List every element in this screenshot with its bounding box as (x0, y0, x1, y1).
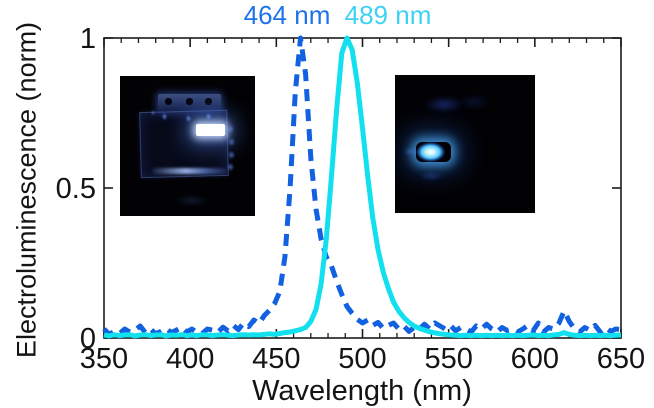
contact-hole (165, 98, 173, 106)
glowing-pin (149, 109, 156, 116)
series-489nm (103, 35, 622, 339)
faint-reflection (174, 196, 210, 205)
y-axis-label: Electroluminescence (norm) (11, 21, 42, 359)
device-contact-header (157, 94, 222, 113)
emitting-pixel-464nm (195, 124, 226, 137)
x-tick-label: 400 (166, 343, 214, 375)
side-contact-dot (229, 139, 235, 145)
glowing-pin (184, 113, 192, 123)
x-tick-label: 450 (252, 343, 300, 375)
substrate-edge-glow (152, 168, 227, 174)
side-contact-dot (229, 151, 235, 158)
x-tick-label: 650 (597, 343, 645, 375)
right-inset-device-photo (395, 75, 535, 213)
y-tick-label: 0 (80, 323, 96, 355)
y-tick-label: 1 (80, 23, 96, 55)
series-464nm (102, 35, 622, 337)
emitting-pixel-489nm (416, 141, 451, 162)
faint-contact-glow (459, 95, 491, 109)
peak-annotation-464nm: 464 nm (243, 0, 331, 30)
x-tick-label: 600 (511, 343, 559, 375)
glowing-pin (205, 112, 213, 122)
glowing-pin (160, 112, 168, 122)
contact-hole (185, 98, 193, 106)
peak-annotation-489nm: 489 nm (344, 0, 432, 30)
left-inset-device-photo (120, 76, 255, 216)
faint-reflection (403, 148, 418, 156)
faint-reflection (418, 171, 444, 180)
x-tick-label: 350 (80, 343, 128, 375)
side-contact-dot (228, 126, 233, 133)
side-contact-dot (228, 164, 233, 171)
contact-hole (204, 98, 212, 106)
x-tick-label: 500 (338, 343, 386, 375)
x-tick-label: 550 (424, 343, 472, 375)
y-tick-label: 0.5 (56, 173, 96, 205)
faint-contact-glow (424, 97, 464, 113)
x-axis-label: Wavelength (nm) (252, 375, 472, 407)
